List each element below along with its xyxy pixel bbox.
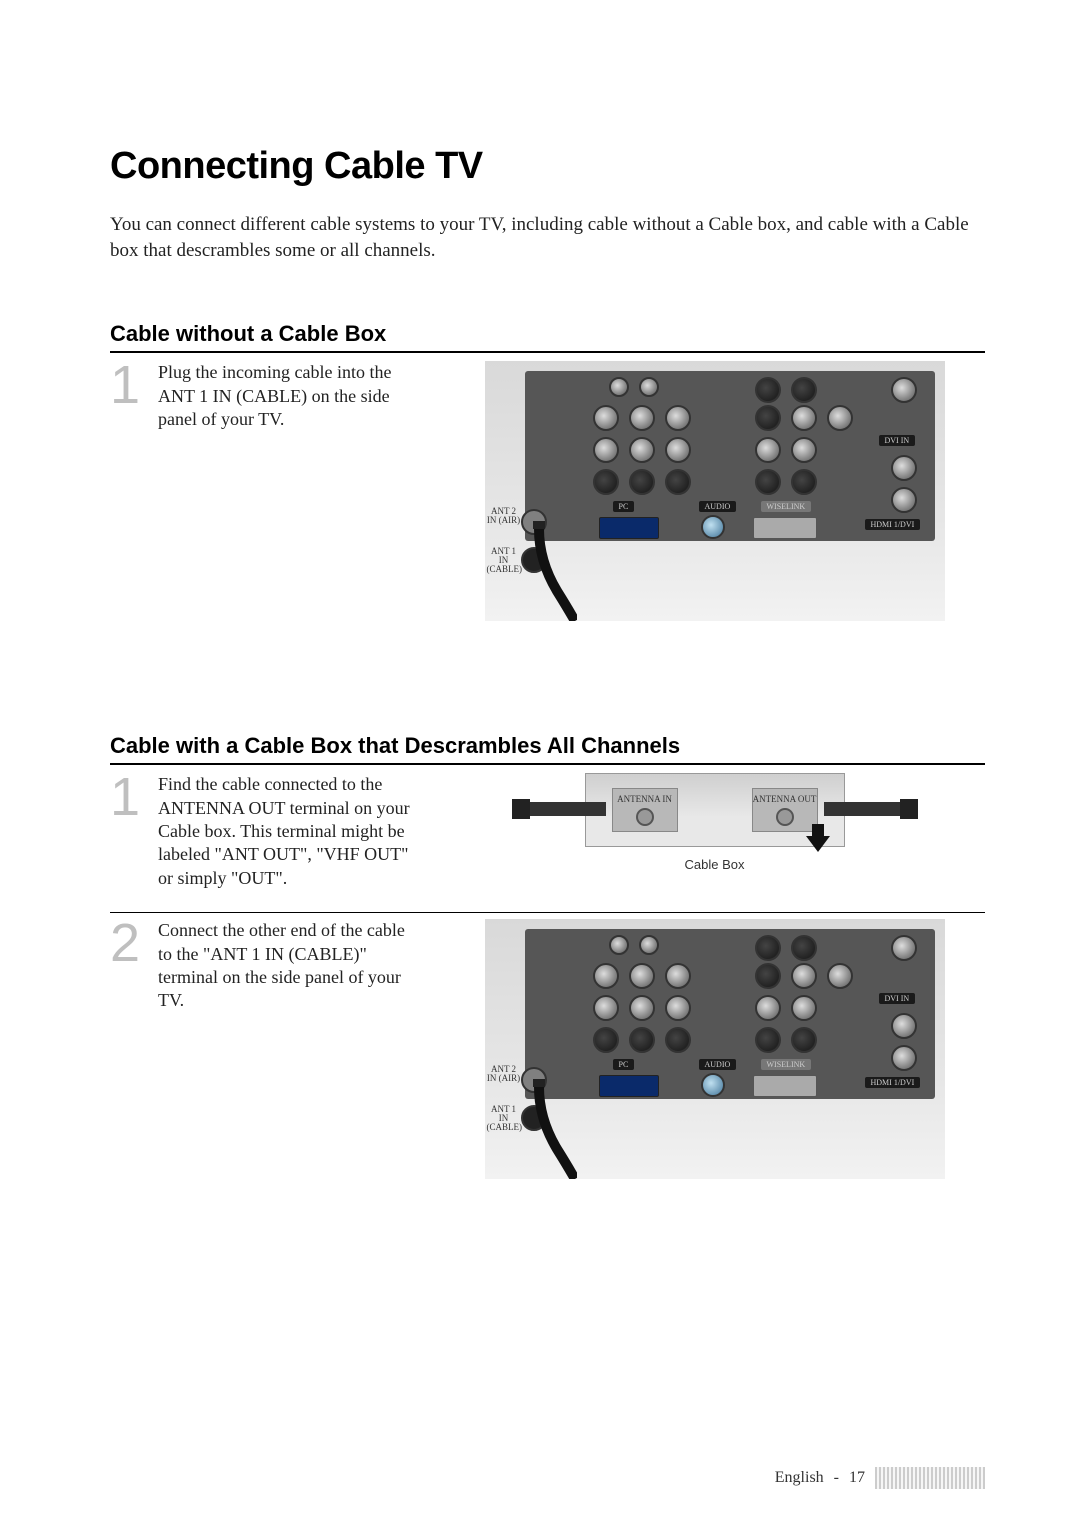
cable-box-icon: ANTENNA IN ANTENNA OUT: [585, 773, 845, 847]
dvi-in-label: DVI IN: [879, 435, 916, 446]
audio-jack-icon: [701, 1073, 725, 1097]
step-row: 2 Connect the other end of the cable to …: [110, 912, 985, 1179]
wiselink-slot-icon: [753, 517, 817, 539]
cable-icon: [497, 521, 577, 621]
step-text: Plug the incoming cable into the ANT 1 I…: [158, 361, 420, 621]
antenna-in-label: ANTENNA IN: [617, 795, 672, 804]
wire-icon: [526, 802, 606, 816]
wiselink-label: WISELINK: [761, 501, 812, 512]
wire-icon: [824, 802, 904, 816]
wiselink-slot-icon: [753, 1075, 817, 1097]
wiselink-label: WISELINK: [761, 1059, 812, 1070]
section-heading-with-box: Cable with a Cable Box that Descrambles …: [110, 733, 985, 765]
figure-cable-box: ANTENNA IN ANTENNA OUT Cable Box: [444, 773, 985, 890]
antenna-out-label: ANTENNA OUT: [753, 795, 817, 804]
page-title: Connecting Cable TV: [110, 145, 985, 188]
footer-lang: English: [775, 1469, 824, 1487]
step-text: Connect the other end of the cable to th…: [158, 919, 420, 1179]
pc-label: PC: [613, 501, 635, 512]
step-number: 2: [110, 919, 140, 1179]
footer-dash: -: [834, 1469, 839, 1487]
step-row: 1 Plug the incoming cable into the ANT 1…: [110, 361, 985, 621]
figure-tv-panel: DVI IN HDMI 1/DVI PC AUDIO WISELINK ANT …: [444, 361, 985, 621]
step-number: 1: [110, 773, 140, 890]
figure-tv-panel: DVI IN HDMI 1/DVI PC AUDIO WISELINK ANT …: [444, 919, 985, 1179]
dvi-in-label: DVI IN: [879, 993, 916, 1004]
page-footer: English - 17: [775, 1467, 985, 1489]
section-heading-no-box: Cable without a Cable Box: [110, 321, 985, 353]
cable-box-caption: Cable Box: [520, 857, 910, 872]
arrow-down-icon: [806, 824, 830, 852]
hdmi-label: HDMI 1/DVI: [865, 1077, 921, 1088]
step-text: Find the cable connected to the ANTENNA …: [158, 773, 420, 890]
hdmi-label: HDMI 1/DVI: [865, 519, 921, 530]
step-number: 1: [110, 361, 140, 621]
barcode-icon: [875, 1467, 985, 1489]
footer-page-number: 17: [849, 1469, 865, 1487]
pc-port-icon: [599, 517, 659, 539]
step-row: 1 Find the cable connected to the ANTENN…: [110, 773, 985, 890]
audio-jack-icon: [701, 515, 725, 539]
audio-label: AUDIO: [699, 501, 737, 512]
cable-icon: [497, 1079, 577, 1179]
pc-label: PC: [613, 1059, 635, 1070]
pc-port-icon: [599, 1075, 659, 1097]
audio-label: AUDIO: [699, 1059, 737, 1070]
intro-paragraph: You can connect different cable systems …: [110, 212, 985, 263]
